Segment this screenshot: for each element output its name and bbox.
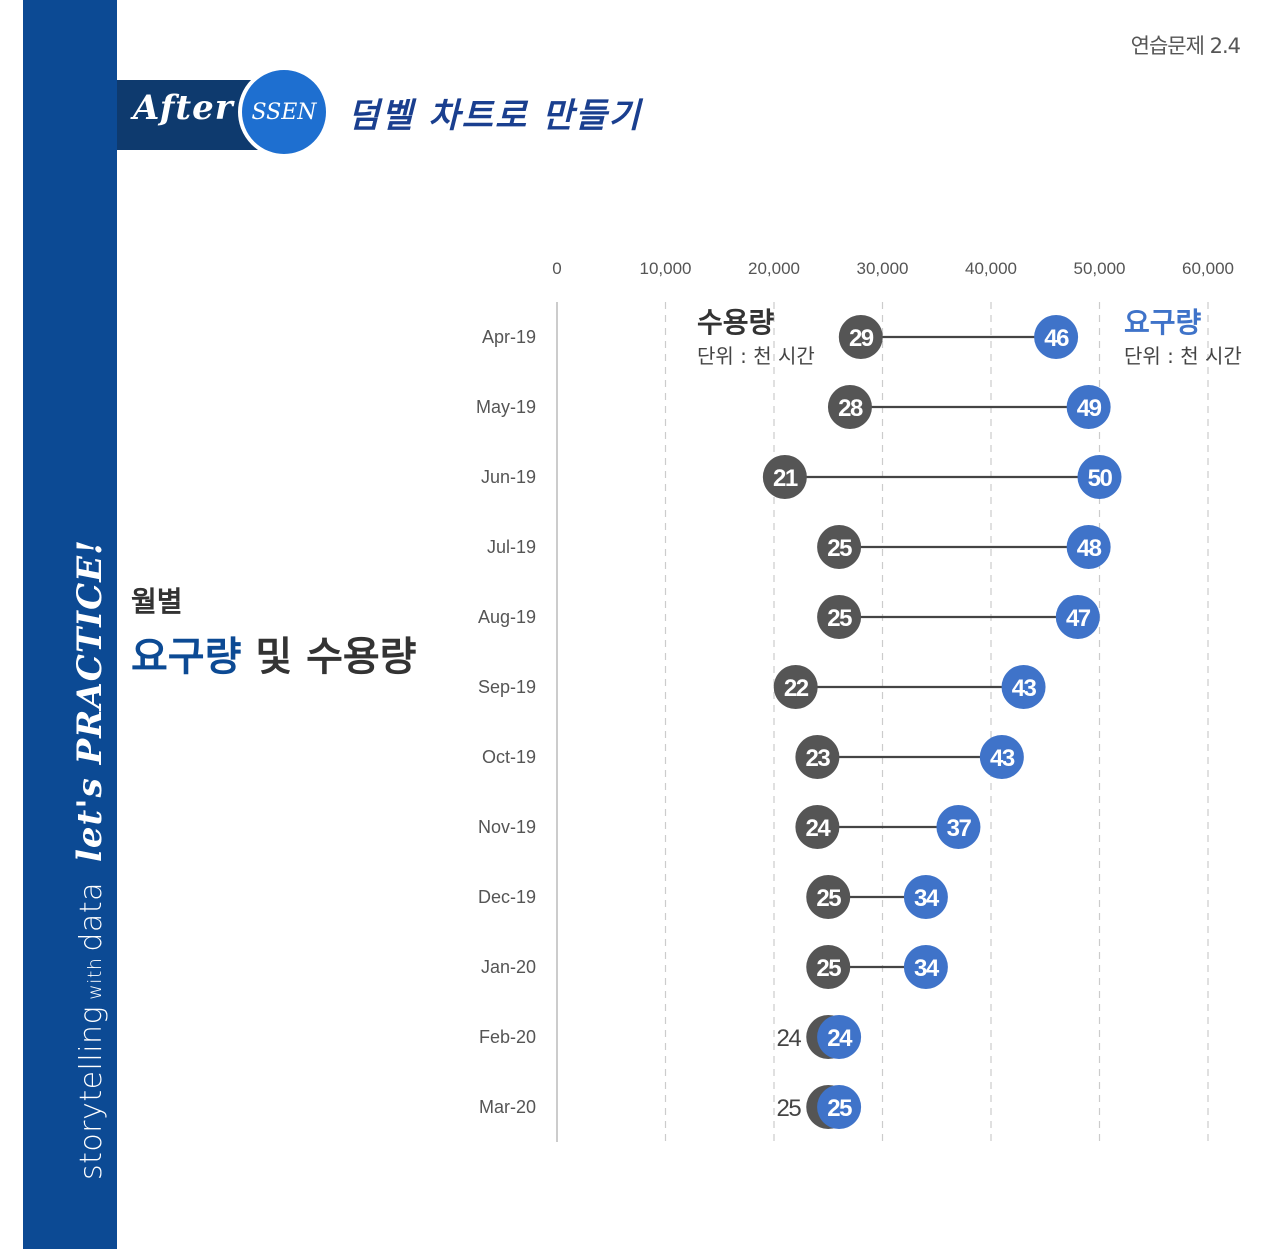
accepted-dot [817, 595, 862, 639]
category-label: Mar-20 [479, 1097, 536, 1117]
chart-title-line1: 월별 [131, 585, 183, 618]
demand-dot [903, 875, 948, 919]
demand-value-label: 24 [827, 1025, 853, 1052]
after-label: After [133, 88, 234, 128]
accepted-value-label: 28 [838, 395, 863, 422]
category-label: Jun-19 [481, 467, 536, 487]
x-tick-label: 20,000 [748, 259, 800, 278]
accepted-dot [806, 945, 851, 989]
demand-value-label: 37 [947, 815, 972, 842]
demand-value-label: 46 [1044, 325, 1069, 352]
x-tick-label: 60,000 [1182, 259, 1234, 278]
accepted-value-label: 29 [849, 325, 874, 352]
accepted-value-label: 25 [827, 535, 852, 562]
x-tick-label: 10,000 [640, 259, 692, 278]
ssen-badge: SSEN [238, 66, 330, 158]
accepted-dot [827, 385, 872, 429]
accepted-value-label: 25 [816, 885, 841, 912]
accepted-dot [806, 875, 851, 919]
demand-dot [1066, 385, 1111, 429]
accepted-value-label: 24 [777, 1025, 802, 1052]
accepted-value-label: 21 [773, 465, 798, 492]
demand-dot [1055, 595, 1100, 639]
demand-dot [1066, 525, 1111, 569]
x-tick-label: 30,000 [857, 259, 909, 278]
category-label: Feb-20 [479, 1027, 536, 1047]
category-label: Oct-19 [482, 747, 536, 767]
demand-dot [936, 805, 981, 849]
accepted-value-label: 25 [816, 955, 841, 982]
demand-value-label: 43 [1012, 675, 1037, 702]
accepted-value-label: 23 [806, 745, 831, 772]
accepted-dot [838, 315, 883, 359]
accepted-value-label: 25 [777, 1095, 802, 1122]
x-tick-label: 40,000 [965, 259, 1017, 278]
category-label: Dec-19 [478, 887, 536, 907]
demand-dot [903, 945, 948, 989]
accepted-dot [817, 525, 862, 569]
demand-value-label: 25 [827, 1095, 852, 1122]
demand-value-label: 48 [1077, 535, 1102, 562]
category-label: Jan-20 [481, 957, 536, 977]
demand-dot [817, 1015, 862, 1059]
sidebar [23, 0, 117, 1249]
legend-demand-title: 요구량 [1124, 306, 1202, 339]
demand-value-label: 34 [914, 885, 940, 912]
legend-demand-unit: 단위 : 천 시간 [1124, 344, 1242, 368]
accepted-dot [795, 805, 840, 849]
demand-value-label: 34 [914, 955, 940, 982]
demand-dot [979, 735, 1024, 779]
category-label: Sep-19 [478, 677, 536, 697]
chart-title-line2: 요구량 및 수용량 [131, 634, 417, 680]
demand-value-label: 50 [1088, 465, 1113, 492]
demand-dot [817, 1085, 862, 1129]
category-label: Jul-19 [487, 537, 536, 557]
exercise-label: 연습문제 2.4 [1130, 34, 1241, 58]
legend-accepted-unit: 단위 : 천 시간 [697, 344, 815, 368]
demand-value-label: 43 [990, 745, 1015, 772]
demand-dot [1034, 315, 1079, 359]
category-label: Nov-19 [478, 817, 536, 837]
category-label: Aug-19 [478, 607, 536, 627]
accepted-value-label: 22 [784, 675, 809, 702]
accepted-dot [762, 455, 807, 499]
accepted-value-label: 24 [806, 815, 832, 842]
category-label: Apr-19 [482, 327, 536, 347]
category-label: May-19 [476, 397, 536, 417]
x-tick-label: 50,000 [1074, 259, 1126, 278]
x-tick-label: 0 [552, 259, 561, 278]
accepted-value-label: 25 [827, 605, 852, 632]
accepted-dot [795, 735, 840, 779]
demand-value-label: 49 [1077, 395, 1102, 422]
demand-dot [1077, 455, 1122, 499]
demand-dot [1001, 665, 1046, 709]
accepted-dot [773, 665, 818, 709]
headline: 덤벨 차트로 만들기 [348, 96, 642, 136]
chart-title: 월별 요구량 및 수용량 [131, 580, 416, 682]
legend-accepted-title: 수용량 [697, 306, 775, 339]
demand-value-label: 47 [1066, 605, 1091, 632]
